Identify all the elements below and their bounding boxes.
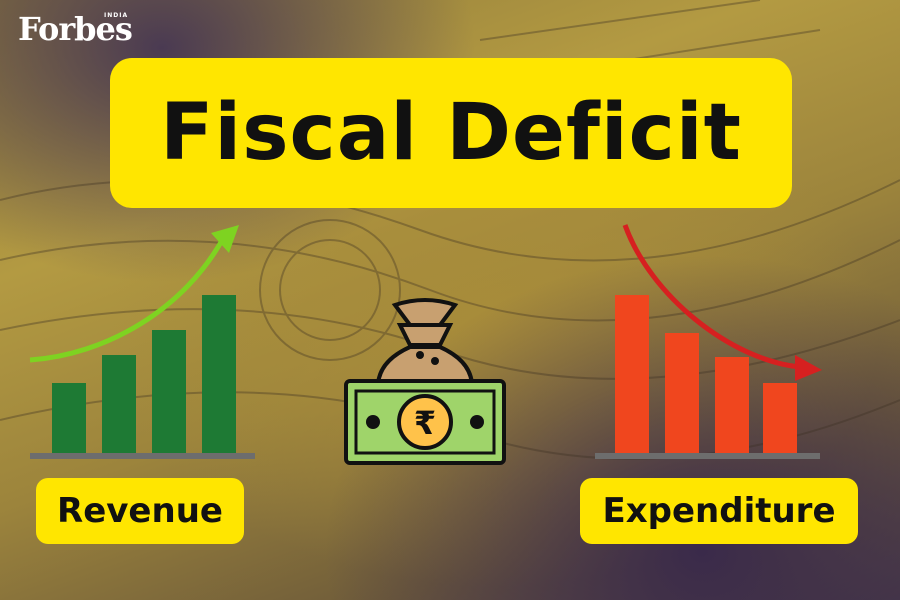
money-bag-rupee-icon: ₹ (344, 298, 506, 465)
forbes-logo: Forbes (18, 10, 133, 48)
expenditure-label: Expenditure (602, 491, 836, 531)
falling-bar-chart-icon (595, 224, 822, 459)
rupee-symbol: ₹ (414, 404, 436, 442)
title-banner: Fiscal Deficit (110, 58, 792, 208)
rising-bar-chart-icon (29, 225, 255, 459)
forbes-india-sublabel: INDIA (104, 12, 129, 19)
expenditure-label-box: Expenditure (580, 478, 858, 544)
revenue-label-box: Revenue (36, 478, 244, 544)
page-title: Fiscal Deficit (160, 88, 742, 178)
revenue-label: Revenue (57, 491, 223, 531)
